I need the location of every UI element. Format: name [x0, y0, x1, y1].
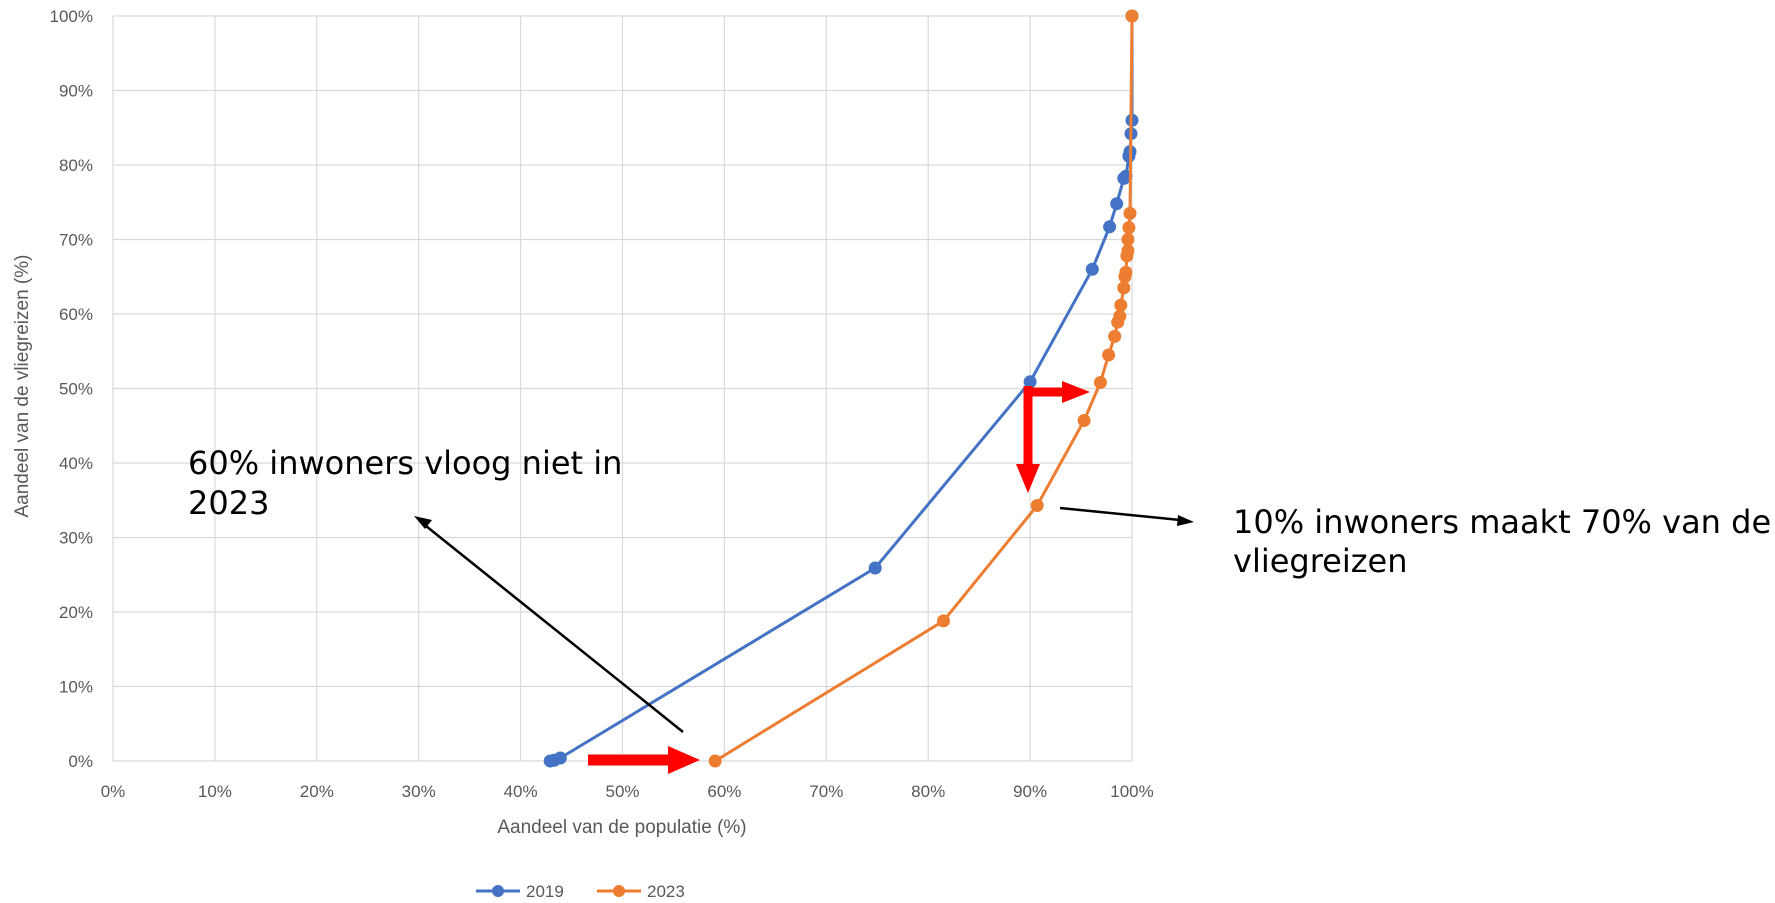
data-point-2019 [1023, 375, 1037, 389]
y-tick-label: 90% [59, 82, 93, 101]
shift-arrows [588, 381, 1090, 774]
x-axis-title: Aandeel van de populatie (%) [497, 817, 746, 838]
legend-marker-2023 [613, 885, 625, 897]
x-tick-label: 90% [1013, 782, 1047, 801]
data-point-2023 [1114, 298, 1128, 312]
annotation-right-line-1: 10% inwoners maakt 70% van de [1233, 503, 1771, 541]
data-point-2019 [1103, 220, 1117, 234]
data-point-2023 [1122, 221, 1136, 235]
x-tick-label: 30% [402, 782, 436, 801]
data-point-2019 [553, 751, 567, 765]
y-tick-label: 60% [59, 305, 93, 324]
gridlines [112, 15, 1133, 762]
legend-marker-2019 [492, 885, 504, 897]
x-tick-label: 0% [101, 782, 126, 801]
legend-label-2019: 2019 [526, 882, 564, 901]
x-tick-label: 10% [198, 782, 232, 801]
y-tick-labels: 0% 10% 20% 30% 40% 50% 60% 70% 80% 90% 100% [50, 7, 93, 771]
x-tick-label: 20% [300, 782, 334, 801]
annotation-arrow-right [1059, 506, 1194, 526]
data-point-2023 [1121, 233, 1135, 246]
data-point-2023 [1121, 244, 1135, 258]
annotation-right-line-2: vliegreizen [1233, 542, 1408, 580]
legend: 2019 2023 [476, 882, 685, 901]
data-point-2023 [1030, 499, 1044, 512]
y-tick-label: 80% [59, 156, 93, 175]
data-point-2023 [1125, 9, 1139, 23]
data-point-2019 [868, 561, 882, 575]
data-point-2023 [937, 614, 950, 628]
x-tick-labels: 0% 10% 20% 30% 40% 50% 60% 70% 80% 90% 100% [101, 782, 1154, 801]
y-tick-label: 20% [59, 603, 93, 622]
y-tick-label: 50% [59, 380, 93, 399]
data-point-2019 [1110, 197, 1124, 211]
data-point-2023 [1119, 265, 1133, 279]
y-tick-label: 40% [59, 454, 93, 473]
x-tick-label: 40% [504, 782, 538, 801]
annotation-arrows [414, 506, 1194, 733]
data-point-2023 [1102, 348, 1116, 362]
y-tick-label: 100% [50, 7, 93, 26]
series-2023 [708, 9, 1139, 768]
annotation-left-line-2: 2023 [188, 484, 269, 522]
annotation-arrow-left [414, 516, 684, 733]
y-tick-label: 0% [68, 752, 93, 771]
shift-arrow-vertical [1016, 386, 1040, 493]
data-point-2023 [1117, 281, 1131, 295]
x-tick-label: 100% [1110, 782, 1153, 801]
data-point-2023 [1077, 414, 1091, 427]
data-point-2023 [1123, 206, 1137, 220]
data-point-2023 [1113, 309, 1127, 323]
y-tick-label: 70% [59, 231, 93, 250]
y-axis-title: Aandeel van de vliegreizen (%) [12, 255, 33, 518]
x-tick-label: 50% [605, 782, 639, 801]
legend-item-2019: 2019 [476, 882, 564, 901]
x-tick-label: 60% [707, 782, 741, 801]
data-point-2023 [1108, 329, 1122, 343]
x-tick-label: 80% [911, 782, 945, 801]
data-point-2019 [1085, 262, 1099, 276]
annotation-left-line-1: 60% inwoners vloog niet in [188, 444, 622, 482]
shift-arrow-horizontal-bottom [588, 746, 700, 774]
data-point-2023 [708, 754, 722, 768]
legend-item-2023: 2023 [597, 882, 685, 901]
data-point-2023 [1093, 376, 1107, 389]
y-tick-label: 30% [59, 529, 93, 548]
x-tick-label: 70% [809, 782, 843, 801]
series-layer [543, 9, 1139, 768]
legend-label-2023: 2023 [647, 882, 685, 901]
y-tick-label: 10% [59, 678, 93, 697]
